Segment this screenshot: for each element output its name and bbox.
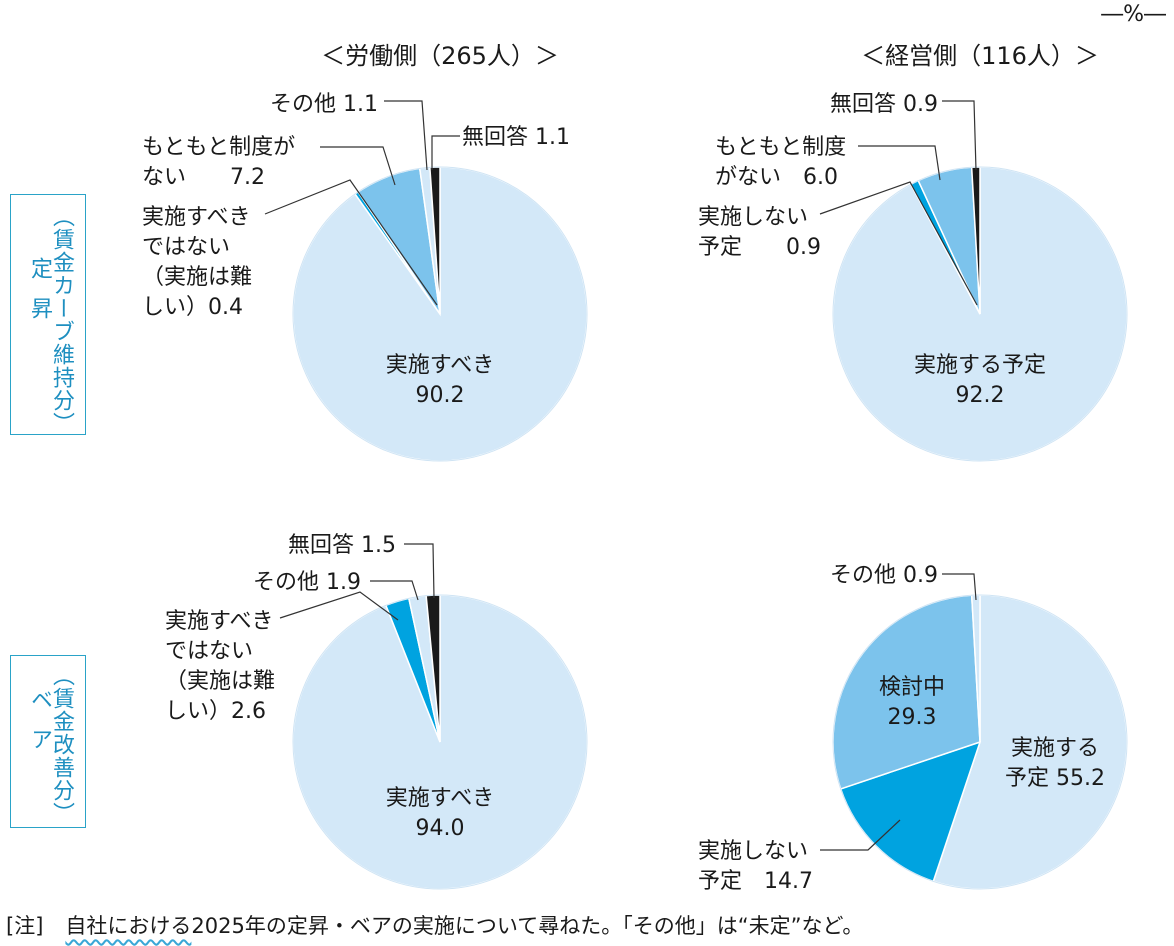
slice-label: 無回答 1.1 bbox=[462, 125, 570, 150]
slice-label-line: 予定 0.9 bbox=[698, 235, 821, 260]
slice-label: 実施する予定 92.2 bbox=[914, 353, 1046, 408]
pie-4: 実施する予定 55.2 実施しない予定 14.7 検討中 29.3 その他 0.9 bbox=[698, 563, 1128, 894]
slice-label-line: しい）0.4 bbox=[142, 295, 243, 320]
leader-line bbox=[431, 135, 460, 170]
slice-label-line: 検討中 bbox=[879, 675, 945, 700]
row-main-label: 定昇 bbox=[27, 257, 52, 337]
slice-label-line: 実施する予定 bbox=[914, 353, 1046, 378]
slice-label-line: 無回答 1.5 bbox=[288, 533, 396, 558]
slice-label: その他 0.9 bbox=[830, 563, 938, 588]
slice-label: 実施すべき 94.0 bbox=[386, 786, 494, 841]
slice-label-line: 実施しない bbox=[698, 205, 808, 230]
unit-label: ―%― bbox=[1101, 2, 1166, 27]
note-underlined: 自社における bbox=[65, 914, 192, 938]
note-tag: [注] bbox=[6, 914, 44, 938]
slice-label-line: もともと制度が bbox=[142, 135, 295, 160]
title-management: ＜経営側（116人）＞ bbox=[861, 42, 1099, 70]
pie-outline bbox=[832, 166, 1128, 462]
leader-line bbox=[404, 543, 435, 599]
leader-line bbox=[370, 580, 419, 601]
slice-label: 実施しない予定 0.9 bbox=[698, 205, 821, 260]
row-label-box-bea: （賃金改善分） ベア bbox=[10, 655, 86, 828]
slice-label: 実施すべきではない （実施は難しい）2.6 bbox=[165, 609, 275, 724]
slice-label-line: 90.2 bbox=[416, 383, 465, 408]
slice-label-line: （実施は難 bbox=[142, 265, 252, 290]
leader-line bbox=[858, 145, 941, 181]
slice-label-line: 実施すべき bbox=[165, 609, 273, 634]
slice-label-line: しい）2.6 bbox=[165, 699, 266, 724]
pie-outline bbox=[292, 594, 588, 890]
title-labor: ＜労働側（265人）＞ bbox=[321, 42, 559, 70]
pie-2: 実施する予定 92.2 実施しない予定 0.9 もともと制度がない 6.0 無回答 0.… bbox=[698, 92, 1128, 462]
slice-label-line: 予定 55.2 bbox=[1005, 766, 1105, 791]
row-main-label: ベア bbox=[27, 688, 52, 768]
slice-label: もともと制度がない 6.0 bbox=[715, 135, 846, 190]
slice-label-line: がない 6.0 bbox=[715, 165, 838, 190]
leader-line bbox=[279, 591, 399, 621]
leader-line bbox=[320, 146, 396, 186]
pie-outline bbox=[832, 594, 1128, 890]
slice-label-line: 92.2 bbox=[956, 383, 1005, 408]
slice-label-line: 実施すべき bbox=[386, 353, 494, 378]
leader-line bbox=[942, 100, 977, 171]
slice-label-line: 予定 14.7 bbox=[698, 869, 813, 894]
leader-line bbox=[264, 179, 438, 306]
slice-label: 検討中 29.3 bbox=[879, 675, 945, 730]
slice-label-line: 実施すべき bbox=[142, 205, 250, 230]
slice-label-line: 無回答 1.1 bbox=[462, 125, 570, 150]
slice-label-line: ではない bbox=[142, 235, 230, 260]
row-sub-label: （賃金改善分） bbox=[49, 664, 74, 825]
slice-label-line: その他 1.1 bbox=[270, 92, 378, 117]
slice-label-line: 実施すべき bbox=[386, 786, 494, 811]
slice-label-line: 29.3 bbox=[888, 705, 937, 730]
row-label-box-teisho: （賃金カーブ維持分） 定昇 bbox=[10, 194, 86, 435]
slice-label: もともと制度がない 7.2 bbox=[142, 135, 295, 190]
slice-label-line: ない 7.2 bbox=[142, 165, 265, 190]
slice-label-line: ではない bbox=[165, 639, 253, 664]
slice-label-line: 実施しない bbox=[698, 839, 808, 864]
row-sub-label: （賃金カーブ維持分） bbox=[49, 205, 74, 435]
pie-outline bbox=[292, 166, 588, 462]
leader-line bbox=[819, 181, 978, 306]
leader-line bbox=[384, 100, 428, 171]
slice-label: 実施すべきではない （実施は難しい）0.4 bbox=[142, 205, 252, 320]
slice-label-line: （実施は難 bbox=[165, 669, 275, 694]
note-text: 2025年の定昇・ベアの実施について尋ねた。「その他」は“未定”など。 bbox=[191, 914, 864, 938]
slice-label: その他 1.9 bbox=[253, 570, 361, 595]
slice-label-line: 94.0 bbox=[416, 816, 465, 841]
footnote: [注] 自社における2025年の定昇・ベアの実施について尋ねた。「その他」は“未定… bbox=[6, 910, 863, 940]
slice-label: 実施すべき 90.2 bbox=[386, 353, 494, 408]
slice-label: 実施する予定 55.2 bbox=[1005, 736, 1105, 791]
leader-line bbox=[942, 573, 977, 601]
slice-label-line: 実施する bbox=[1011, 736, 1099, 761]
slice-label: 実施しない予定 14.7 bbox=[698, 839, 813, 894]
slice-label: 無回答 1.5 bbox=[288, 533, 396, 558]
slice-label-line: 無回答 0.9 bbox=[830, 92, 938, 117]
slice-label-line: その他 1.9 bbox=[253, 570, 361, 595]
slice-label-line: その他 0.9 bbox=[830, 563, 938, 588]
leader-line bbox=[820, 819, 901, 851]
slice-label-line: もともと制度 bbox=[715, 135, 846, 160]
slice-label: 無回答 0.9 bbox=[830, 92, 938, 117]
slice-label: その他 1.1 bbox=[270, 92, 378, 117]
